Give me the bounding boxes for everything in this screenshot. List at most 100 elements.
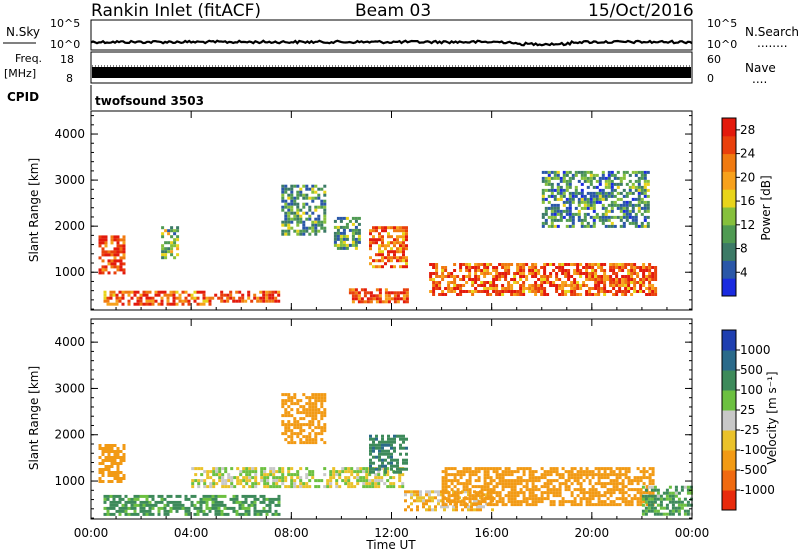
heatmap-cell: [390, 250, 393, 254]
heatmap-cell: [546, 497, 550, 501]
heatmap-cell: [372, 467, 375, 471]
heatmap-cell: [323, 220, 327, 224]
heatmap-cell: [345, 222, 349, 226]
heatmap-cell: [604, 218, 608, 222]
heatmap-cell: [474, 503, 478, 507]
heatmap-cell: [550, 191, 554, 195]
heatmap-cell: [116, 268, 120, 272]
heatmap-cell: [565, 179, 569, 183]
heatmap-cell: [618, 497, 622, 501]
heatmap-cell: [354, 225, 358, 229]
colorbar-tick-label: -500: [740, 463, 767, 477]
heatmap-cell: [350, 467, 354, 471]
heatmap-cell: [106, 509, 110, 513]
heatmap-cell: [561, 263, 565, 266]
heatmap-cell: [311, 429, 315, 433]
heatmap-cell: [474, 290, 478, 293]
heatmap-cell: [311, 476, 315, 480]
heatmap-cell: [115, 509, 119, 513]
heatmap-cell: [627, 287, 631, 290]
heatmap-cell: [546, 293, 550, 296]
heatmap-cell: [441, 278, 445, 281]
heatmap-cell: [384, 449, 387, 453]
heatmap-cell: [643, 170, 647, 174]
heatmap-cell: [119, 250, 123, 254]
heatmap-cell: [416, 499, 419, 503]
heatmap-cell: [113, 459, 117, 462]
heatmap-cell: [556, 212, 560, 216]
heatmap-cell: [103, 296, 107, 300]
heatmap-cell: [609, 284, 613, 287]
heatmap-cell: [106, 512, 110, 516]
heatmap-cell: [154, 293, 158, 297]
heatmap-cell: [525, 482, 529, 486]
heatmap-cell: [196, 302, 200, 306]
heatmap-cell: [393, 250, 396, 254]
heatmap-cell: [636, 467, 640, 471]
heatmap-cell: [504, 272, 508, 275]
heatmap-cell: [387, 291, 391, 295]
heatmap-cell: [489, 293, 493, 296]
heatmap-cell: [510, 287, 514, 290]
heatmap-cell: [622, 209, 626, 213]
heatmap-cell: [592, 215, 596, 219]
heatmap-cell: [646, 170, 650, 174]
heatmap-cell: [342, 231, 346, 235]
heatmap-cell: [492, 290, 496, 293]
heatmap-cell: [98, 477, 102, 480]
heatmap-cell: [428, 490, 431, 494]
heatmap-cell: [544, 170, 548, 174]
heatmap-cell: [197, 482, 201, 486]
heatmap-cell: [122, 459, 126, 462]
heatmap-cell: [262, 494, 266, 498]
heatmap-cell: [396, 291, 400, 295]
heatmap-cell: [148, 506, 152, 510]
heatmap-cell: [534, 266, 538, 269]
heatmap-cell: [130, 506, 134, 510]
heatmap-cell: [476, 499, 479, 503]
heatmap-cell: [206, 470, 210, 474]
heatmap-cell: [568, 176, 572, 180]
heatmap-cell: [112, 494, 116, 498]
heatmap-cell: [528, 470, 532, 474]
heatmap-cell: [169, 500, 173, 504]
heatmap-cell: [353, 470, 357, 474]
heatmap-cell: [308, 414, 312, 418]
heatmap-cell: [104, 238, 108, 242]
heatmap-cell: [372, 297, 376, 301]
heatmap-cell: [643, 224, 647, 228]
heatmap-cell: [644, 512, 648, 516]
heatmap-cell: [124, 290, 128, 294]
heatmap-cell: [390, 443, 393, 447]
heatmap-cell: [354, 216, 358, 220]
heatmap-cell: [266, 473, 270, 477]
heatmap-cell: [573, 281, 577, 284]
heatmap-cell: [492, 503, 496, 507]
heatmap-cell: [119, 247, 123, 251]
heatmap-cell: [262, 506, 266, 510]
heatmap-cell: [277, 503, 281, 507]
heatmap-cell: [546, 275, 550, 278]
heatmap-cell: [550, 221, 554, 225]
heatmap-cell: [115, 500, 119, 504]
heatmap-cell: [148, 509, 152, 513]
heatmap-cell: [145, 293, 149, 297]
heatmap-cell: [528, 476, 532, 480]
heatmap-cell: [618, 269, 622, 272]
heatmap-cell: [314, 441, 318, 445]
heatmap-cell: [151, 302, 155, 306]
heatmap-cell: [656, 497, 660, 501]
heatmap-cell: [645, 503, 649, 507]
heatmap-cell: [621, 479, 625, 483]
heatmap-cell: [615, 278, 619, 281]
heatmap-cell: [142, 506, 146, 510]
heatmap-cell: [540, 290, 544, 293]
heatmap-cell: [450, 473, 454, 477]
heatmap-cell: [597, 491, 601, 495]
heatmap-cell: [662, 497, 666, 501]
heatmap-cell: [624, 275, 628, 278]
heatmap-cell: [492, 275, 496, 278]
heatmap-cell: [498, 293, 502, 296]
heatmap-cell: [214, 509, 218, 513]
heatmap-cell: [130, 290, 134, 294]
